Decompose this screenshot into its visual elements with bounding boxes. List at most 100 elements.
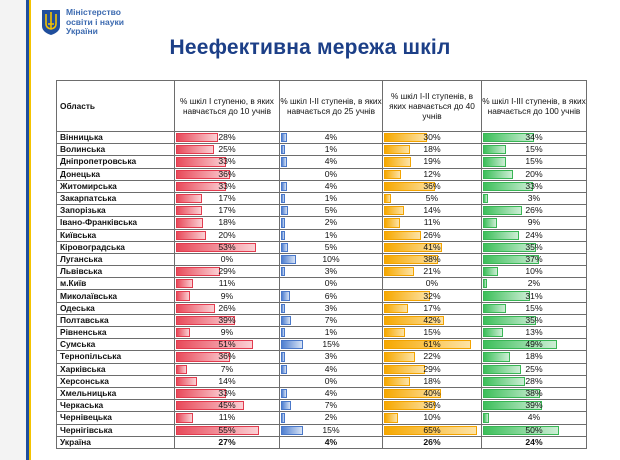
value-text: 0% (324, 375, 338, 386)
trident-logo-icon (42, 10, 60, 35)
ministry-name: Міністерство освіти і науки України (66, 7, 124, 37)
value-cell: 7% (174, 362, 280, 376)
region-cell: Миколаївська (56, 289, 175, 303)
value-cell: 1% (279, 228, 383, 242)
data-bar (176, 425, 260, 435)
data-bar (281, 413, 286, 423)
region-cell: Тернопільська (56, 350, 175, 364)
table-row: Черкаська 45% 7% 36% 39% (56, 399, 587, 413)
data-bar (176, 206, 202, 216)
value-cell: 31% (481, 289, 587, 303)
table-row: Харківська 7% 4% 29% 25% (56, 362, 587, 376)
value-text: 1% (324, 144, 338, 155)
data-bar (176, 376, 198, 386)
value-cell: 5% (382, 191, 482, 206)
data-bar (483, 328, 503, 338)
value-text: 13% (525, 327, 543, 338)
table-row: Запорізька 17% 5% 14% 26% (56, 204, 587, 218)
region-cell: м.Київ (56, 277, 175, 291)
table-row: Чернігівська 55% 15% 65% 50% (56, 423, 587, 437)
value-cell: 3% (279, 350, 383, 364)
value-text: 42% (423, 314, 441, 325)
value-cell: 15% (481, 155, 587, 169)
value-cell: 0% (279, 374, 383, 388)
data-bar (176, 303, 216, 313)
table-row: Миколаївська 9% 6% 32% 31% (56, 289, 587, 303)
value-text: 36% (218, 168, 236, 179)
value-text: 26% (423, 229, 441, 240)
value-cell: 3% (481, 191, 587, 206)
value-cell: 1% (279, 143, 383, 157)
value-text: 12% (423, 168, 441, 179)
table-row: Закарпатська 17% 1% 5% 3% (56, 191, 587, 206)
value-cell: 7% (279, 313, 383, 328)
data-bar (483, 230, 520, 240)
value-text: 34% (525, 132, 543, 143)
value-cell: 0% (382, 277, 482, 291)
total-row: Україна 27% 4% 26% 24% (56, 435, 587, 449)
region-cell: Київська (56, 228, 175, 242)
data-bar (176, 413, 193, 423)
table-row: Вінницька 28% 4% 30% 34% (56, 130, 587, 145)
table-row: Кіровоградська 53% 5% 41% 35% (56, 240, 587, 254)
value-text: 7% (220, 363, 234, 374)
value-text: 45% (218, 400, 236, 411)
data-bar (384, 315, 444, 325)
value-text: 25% (525, 363, 543, 374)
data-bar (176, 242, 257, 252)
value-cell: 18% (382, 374, 482, 388)
value-cell: 36% (382, 399, 482, 413)
value-text: 15% (423, 327, 441, 338)
value-cell: 35% (481, 240, 587, 254)
value-cell: 61% (382, 338, 482, 352)
value-cell: 15% (481, 143, 587, 157)
data-bar (281, 193, 286, 204)
data-bar (384, 133, 427, 143)
value-cell: 20% (174, 228, 280, 242)
value-text: 14% (218, 375, 236, 386)
data-bar (176, 193, 202, 204)
value-text: 36% (423, 180, 441, 191)
value-cell: 15% (279, 338, 383, 352)
total-value-cell: 24% (481, 435, 587, 449)
data-bar (483, 401, 542, 411)
value-cell: 15% (481, 301, 587, 315)
value-text: 30% (423, 132, 441, 143)
data-bar (281, 157, 287, 167)
data-bar (483, 425, 559, 435)
value-cell: 25% (174, 143, 280, 157)
data-bar (483, 169, 514, 179)
value-cell: 18% (481, 350, 587, 364)
data-bar (384, 352, 416, 362)
value-cell: 4% (279, 362, 383, 376)
value-text: 6% (324, 290, 338, 301)
value-cell: 53% (174, 240, 280, 254)
table-row: Одеська 26% 3% 17% 15% (56, 301, 587, 315)
value-cell: 10% (279, 252, 383, 267)
value-text: 4% (324, 388, 338, 399)
region-cell: Чернівецька (56, 411, 175, 425)
data-bar (176, 181, 226, 191)
data-bar (384, 267, 414, 277)
value-cell: 2% (279, 216, 383, 230)
schools-table: Область % шкіл І ступеню, в яких навчаєт… (56, 80, 587, 449)
value-text: 18% (423, 144, 441, 155)
data-bar (176, 279, 193, 289)
value-text: 39% (525, 400, 543, 411)
data-bar (483, 279, 488, 289)
value-text: 65% (423, 424, 441, 435)
data-bar (384, 193, 392, 204)
value-text: 28% (218, 132, 236, 143)
data-bar (384, 364, 426, 374)
table-row: Івано-Франківська 18% 2% 11% 9% (56, 216, 587, 230)
blue-stripe (26, 0, 29, 460)
data-bar (483, 388, 541, 399)
region-cell: Харківська (56, 362, 175, 376)
data-bar (281, 218, 286, 228)
table-row: Рівненська 9% 1% 15% 13% (56, 325, 587, 340)
value-cell: 14% (174, 374, 280, 388)
value-text: 3% (324, 302, 338, 313)
data-bar (384, 206, 404, 216)
data-bar (176, 157, 226, 167)
data-bar (384, 401, 436, 411)
